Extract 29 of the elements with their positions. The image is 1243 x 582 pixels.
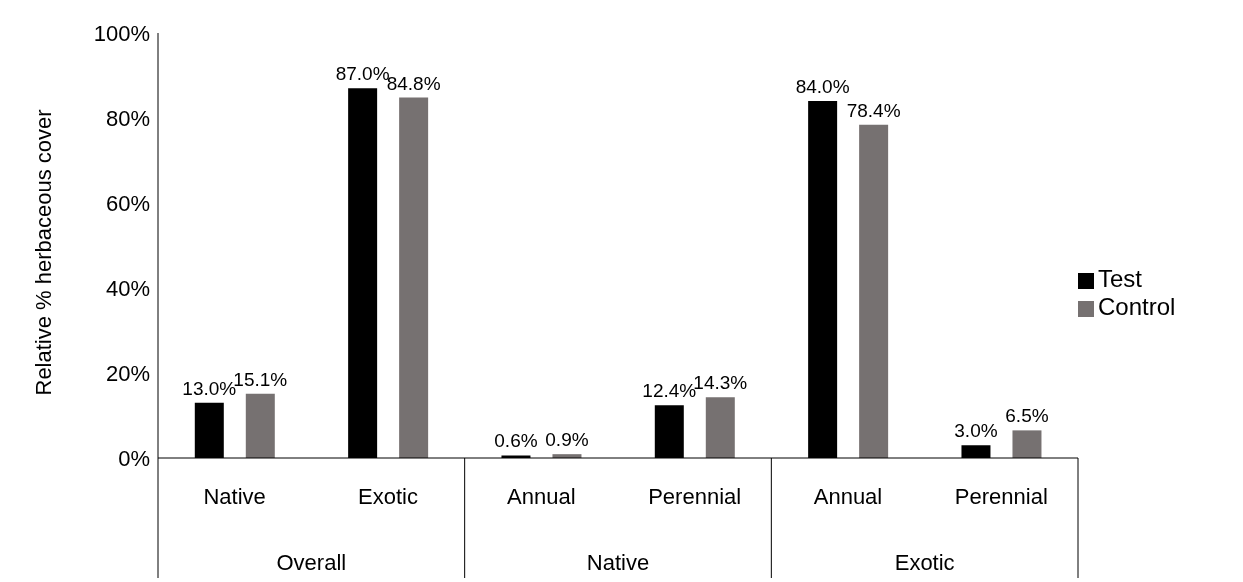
- legend-label: Test: [1098, 265, 1143, 292]
- y-tick-label: 80%: [105, 105, 150, 131]
- bar: [1012, 430, 1042, 458]
- y-tick-label: 60%: [105, 190, 150, 216]
- data-label: 3.0%: [954, 420, 998, 442]
- data-label: 78.4%: [846, 99, 901, 121]
- legend-label: Control: [1098, 293, 1176, 320]
- text: Native: [586, 550, 650, 575]
- y-tick-label: 20%: [105, 360, 150, 386]
- bar: [399, 97, 429, 458]
- y-tick-label: 100%: [93, 20, 150, 46]
- x-tick-label: Annual: [507, 483, 576, 509]
- text: Overall: [276, 550, 347, 575]
- x-tick-label: Annual: [813, 483, 883, 509]
- x-tick-label: Exotic: [358, 483, 418, 509]
- y-axis-title: Relative % herbaceous cover: [30, 109, 56, 396]
- x-tick-label: Perennial: [648, 483, 742, 509]
- data-label: 0.6%: [494, 430, 538, 452]
- data-label: 84.0%: [795, 76, 850, 97]
- bar: [859, 124, 889, 458]
- y-tick-label: 0%: [118, 445, 150, 471]
- x-tick-label: Native: [203, 483, 266, 509]
- text: Exotic: [894, 550, 955, 575]
- data-label: 6.5%: [1005, 405, 1049, 427]
- bar: [245, 393, 275, 458]
- bar: [705, 397, 735, 458]
- y-tick-label: 40%: [105, 275, 150, 301]
- x-tick-label: Perennial: [954, 483, 1048, 509]
- data-label: 0.9%: [545, 429, 589, 451]
